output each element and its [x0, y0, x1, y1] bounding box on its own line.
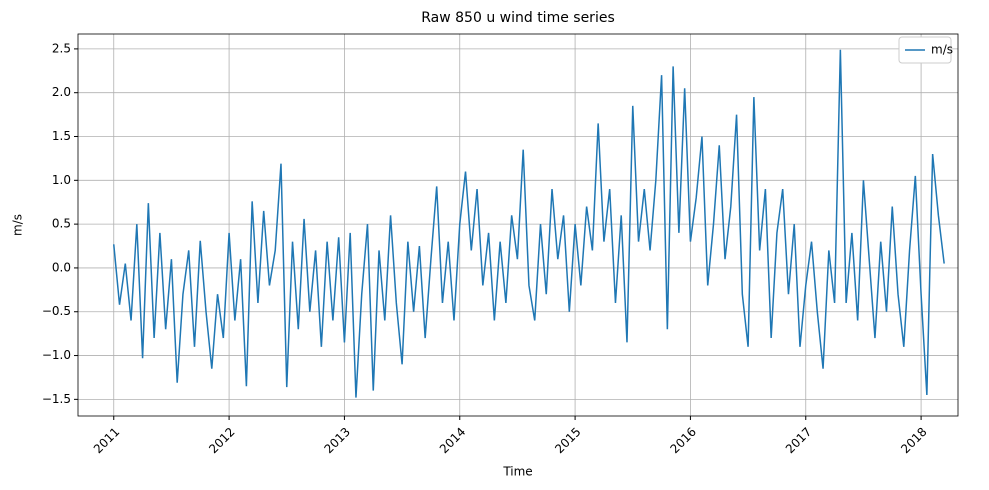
y-tick-label: 1.5 [52, 129, 71, 143]
x-tick-label: 2017 [783, 425, 814, 456]
y-axis-label: m/s [11, 214, 25, 236]
plot-frame [77, 33, 959, 417]
x-axis-label: Time [502, 465, 532, 479]
y-tick-label: 2.0 [52, 85, 71, 99]
legend-label: m/s [931, 43, 953, 57]
y-tick-label: −1.5 [42, 392, 71, 406]
y-tick-label: 2.5 [52, 41, 71, 55]
x-tick-label: 2018 [898, 425, 929, 456]
y-tick-label: −0.5 [42, 304, 71, 318]
x-tick-label: 2011 [91, 425, 122, 456]
y-tick-label: 0.0 [52, 260, 71, 274]
data-line [113, 49, 945, 398]
y-tick-label: 0.5 [52, 217, 71, 231]
y-tick-label: −1.0 [42, 348, 71, 362]
x-tick-label: 2013 [322, 425, 353, 456]
x-tick-label: 2015 [552, 425, 583, 456]
x-tick-label: 2014 [437, 425, 468, 456]
chart-title: Raw 850 u wind time series [421, 10, 614, 26]
y-tick-label: 1.0 [52, 173, 71, 187]
x-tick-label: 2012 [206, 425, 237, 456]
x-tick-label: 2016 [668, 425, 699, 456]
